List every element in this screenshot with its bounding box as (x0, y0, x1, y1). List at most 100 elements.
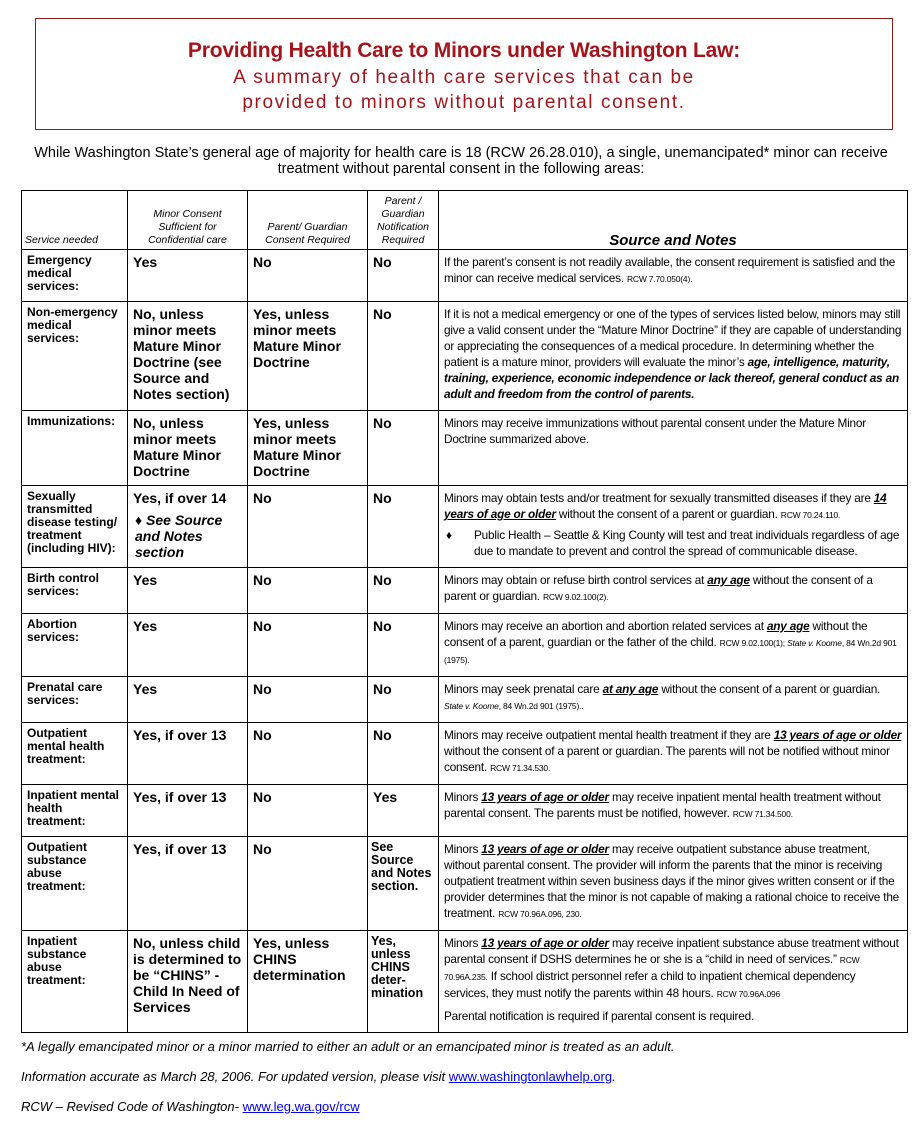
notes-cell: Minors may obtain tests and/or treatment… (438, 485, 908, 568)
accuracy-text: Information accurate as March 28, 2006. … (21, 1069, 449, 1084)
notes-cell: Minors may seek prenatal care at any age… (438, 676, 908, 723)
footnote-emancipated: *A legally emancipated minor or a minor … (21, 1039, 675, 1054)
parent-consent-cell: No (247, 722, 368, 785)
intro-text: While Washington State’s general age of … (34, 145, 888, 177)
parent-consent-cell: No (247, 613, 368, 677)
minor-consent-cell: No, unless minor meets Mature Minor Doct… (127, 301, 248, 411)
notes-text: any age (766, 619, 810, 633)
minor-consent-value: No, unless minor meets Mature Minor Doct… (133, 306, 230, 402)
table-row: Immunizations: No, unless minor meets Mat… (21, 410, 908, 486)
citation: State v. Koome (787, 638, 842, 648)
citation: RCW 9.02.100(2). (542, 592, 609, 602)
parent-consent-cell: Yes, unless minor meets Mature Minor Doc… (247, 301, 368, 411)
rcw-text: RCW – Revised Code of Washington- (21, 1099, 243, 1114)
header-notification: Parent / Guardian Notification Required (367, 190, 439, 250)
citation: RCW 70.96A.096, 230. (498, 909, 582, 919)
minor-consent-value: No, unless child is determined to be “CH… (133, 935, 242, 1015)
notes-cell: Minors 13 years of age or older may rece… (438, 784, 908, 837)
notification-cell: No (367, 301, 439, 411)
document-subtitle-line2: provided to minors without parental cons… (242, 92, 686, 113)
citation: RCW 70.96A.096 (716, 989, 781, 999)
minor-consent-value: No, unless minor meets Mature Minor Doct… (133, 415, 221, 479)
notes-text: Minors may receive an abortion and abort… (444, 619, 767, 633)
service-cell: Immunizations: (21, 410, 128, 486)
citation: RCW 7.70.050(4). (626, 274, 693, 284)
notes-text: Minors (444, 842, 482, 856)
notes-text: 13 years of age or older (773, 728, 902, 742)
service-cell: Abortion services: (21, 613, 128, 677)
table-row: Abortion services: Yes No No Minors may rece… (21, 613, 908, 677)
notes-paragraph: Parental notification is required if par… (444, 1008, 902, 1024)
notes-text: Minors may receive outpatient mental hea… (444, 728, 774, 742)
citation: RCW 71.34.500. (732, 809, 793, 819)
notes-cell: Minors may receive immunizations without… (438, 410, 908, 486)
minor-consent-cell: Yes (127, 613, 248, 677)
minor-consent-cell: No, unless child is determined to be “CH… (127, 930, 248, 1033)
service-cell: Prenatal care services: (21, 676, 128, 723)
citation: RCW 70.24.110. (780, 510, 841, 520)
table-row: Outpatient mental health treatment: Yes, … (21, 722, 908, 785)
notes-text: 14 years of age or older (444, 491, 887, 521)
notes-text: If school district personnel refer a chi… (444, 969, 856, 1000)
notes-text: Minors may receive immunizations without… (444, 416, 866, 446)
table-row: Sexually transmitted disease testing/ tr… (21, 485, 908, 568)
notes-paragraph: Minors 13 years of age or older may rece… (444, 841, 902, 922)
table-row: Inpatient mental health treatment: Yes, i… (21, 784, 908, 837)
minor-consent-cell: Yes (127, 567, 248, 614)
notification-cell: No (367, 410, 439, 486)
notification-cell: Yes (367, 784, 439, 837)
parent-consent-cell: No (247, 676, 368, 723)
notification-cell: No (367, 676, 439, 723)
notes-cell: Minors 13 years of age or older may rece… (438, 930, 908, 1033)
table-row: Non-emergency medical services: No, unles… (21, 301, 908, 411)
service-cell: Birth control services: (21, 567, 128, 614)
notes-text: 13 years of age or older (481, 936, 609, 950)
footnote-rcw: RCW – Revised Code of Washington- www.le… (21, 1099, 908, 1115)
service-cell: Outpatient mental health treatment: (21, 722, 128, 785)
notes-text: may receive inpatient substance abuse tr… (444, 936, 899, 966)
service-cell: Sexually transmitted disease testing/ tr… (21, 485, 128, 568)
table-row: Emergency medical services: Yes No No If the… (21, 249, 908, 302)
notes-paragraph: Minors 13 years of age or older may rece… (444, 935, 902, 1002)
parent-consent-cell: No (247, 567, 368, 614)
notification-cell: See Source and Notes section. (367, 836, 439, 931)
minor-consent-cell: Yes, if over 13 (127, 784, 248, 837)
table-body: Emergency medical services: Yes No No If the… (21, 249, 908, 1033)
minor-consent-value: Yes, if over 13 (133, 727, 227, 743)
service-cell: Inpatient mental health treatment: (21, 784, 128, 837)
table-row: Birth control services: Yes No No Minors may… (21, 567, 908, 614)
bullet-icon: ♦ (446, 528, 452, 542)
minor-consent-value: Yes (133, 254, 158, 270)
table-row: Outpatient substance abuse treatment: Yes… (21, 836, 908, 931)
notes-paragraph: Minors 13 years of age or older may rece… (444, 789, 902, 822)
washingtonlawhelp-link[interactable]: www.washingtonlawhelp.org (448, 1069, 613, 1084)
notification-cell: No (367, 567, 439, 614)
notes-text: without the consent of a parent or guard… (555, 507, 781, 521)
footnote-accuracy: Information accurate as March 28, 2006. … (21, 1069, 908, 1085)
citation: RCW 70.96A.235. (444, 955, 860, 982)
notes-text: without the consent of a parent or guard… (444, 744, 890, 774)
document-title: Providing Health Care to Minors under Wa… (187, 39, 741, 62)
parent-consent-cell: No (247, 836, 368, 931)
table-row: Inpatient substance abuse treatment: No, … (21, 930, 908, 1033)
citation: , 84 Wn.2d 901 (1975).. (498, 701, 584, 711)
notes-text: If the parent’s consent is not readily a… (444, 255, 896, 285)
parent-consent-cell: No (247, 784, 368, 837)
document-subtitle-line1: A summary of health care services that c… (233, 67, 695, 88)
notes-paragraph: Minors may receive an abortion and abort… (444, 618, 902, 668)
title-box: Providing Health Care to Minors under Wa… (35, 18, 893, 130)
notes-text: may receive outpatient substance abuse t… (444, 842, 900, 920)
citation: State v. Koome (444, 701, 499, 711)
notes-text: age, intelligence, maturity, training, e… (444, 355, 899, 401)
parent-consent-cell: No (247, 485, 368, 568)
service-cell: Non-emergency medical services: (21, 301, 128, 411)
notes-text: without the consent of a parent or guard… (658, 682, 881, 696)
notes-text: Minors (444, 936, 482, 950)
notes-text: may receive inpatient mental health trea… (444, 790, 881, 820)
header-notes: Source and Notes (438, 190, 908, 250)
minor-consent-note: ♦ See Source and Notes section (135, 512, 223, 560)
rcw-link[interactable]: www.leg.wa.gov/rcw (242, 1099, 360, 1114)
citation: , 84 Wn.2d 901 (1975). (444, 638, 897, 665)
service-cell: Inpatient substance abuse treatment: (21, 930, 128, 1033)
